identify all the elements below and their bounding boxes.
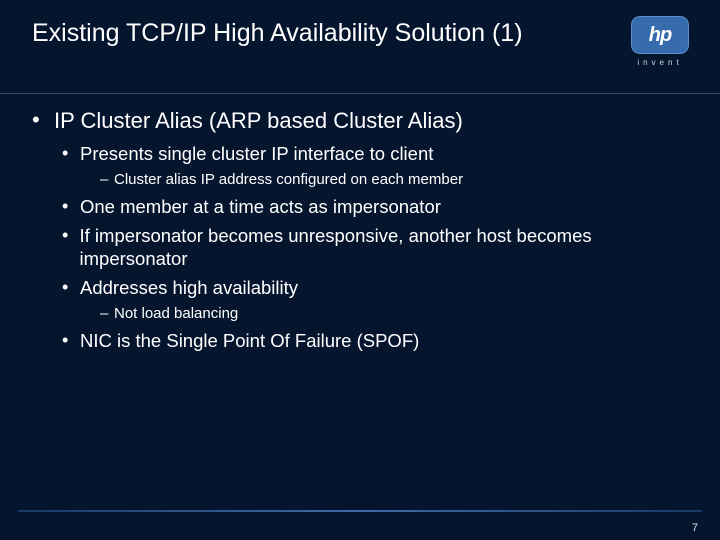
footer-divider	[18, 510, 702, 512]
bullet-icon: •	[62, 142, 80, 165]
bullet-icon: •	[62, 224, 80, 270]
bullet-lvl1: • IP Cluster Alias (ARP based Cluster Al…	[32, 108, 688, 134]
bullet-text: If impersonator becomes unresponsive, an…	[80, 224, 688, 270]
bullet-lvl3: – Cluster alias IP address configured on…	[100, 170, 688, 190]
bullet-text: One member at a time acts as impersonato…	[80, 195, 441, 218]
page-number: 7	[692, 522, 698, 534]
bullet-text: IP Cluster Alias (ARP based Cluster Alia…	[54, 108, 463, 134]
bullet-text: Cluster alias IP address configured on e…	[114, 170, 463, 190]
hp-logo-icon: hp	[631, 16, 689, 54]
footer: 7	[0, 510, 720, 540]
bullet-lvl2: • One member at a time acts as impersona…	[62, 195, 688, 218]
bullet-text: Addresses high availability	[80, 276, 298, 299]
header-divider	[0, 93, 720, 94]
bullet-lvl2: • Addresses high availability	[62, 276, 688, 299]
content-area: • IP Cluster Alias (ARP based Cluster Al…	[0, 94, 720, 352]
dash-icon: –	[100, 170, 114, 190]
bullet-lvl3: – Not load balancing	[100, 304, 688, 324]
page-title: Existing TCP/IP High Availability Soluti…	[32, 18, 572, 49]
bullet-icon: •	[62, 329, 80, 352]
logo-subtext: invent	[624, 58, 696, 67]
bullet-text: Presents single cluster IP interface to …	[80, 142, 433, 165]
dash-icon: –	[100, 304, 114, 324]
bullet-text: Not load balancing	[114, 304, 238, 324]
bullet-text: NIC is the Single Point Of Failure (SPOF…	[80, 329, 419, 352]
bullet-lvl2: • Presents single cluster IP interface t…	[62, 142, 688, 165]
bullet-icon: •	[62, 195, 80, 218]
header: Existing TCP/IP High Availability Soluti…	[0, 0, 720, 94]
bullet-lvl2: • NIC is the Single Point Of Failure (SP…	[62, 329, 688, 352]
logo-block: hp invent	[624, 16, 696, 67]
bullet-icon: •	[62, 276, 80, 299]
bullet-icon: •	[32, 108, 54, 134]
bullet-lvl2: • If impersonator becomes unresponsive, …	[62, 224, 688, 270]
